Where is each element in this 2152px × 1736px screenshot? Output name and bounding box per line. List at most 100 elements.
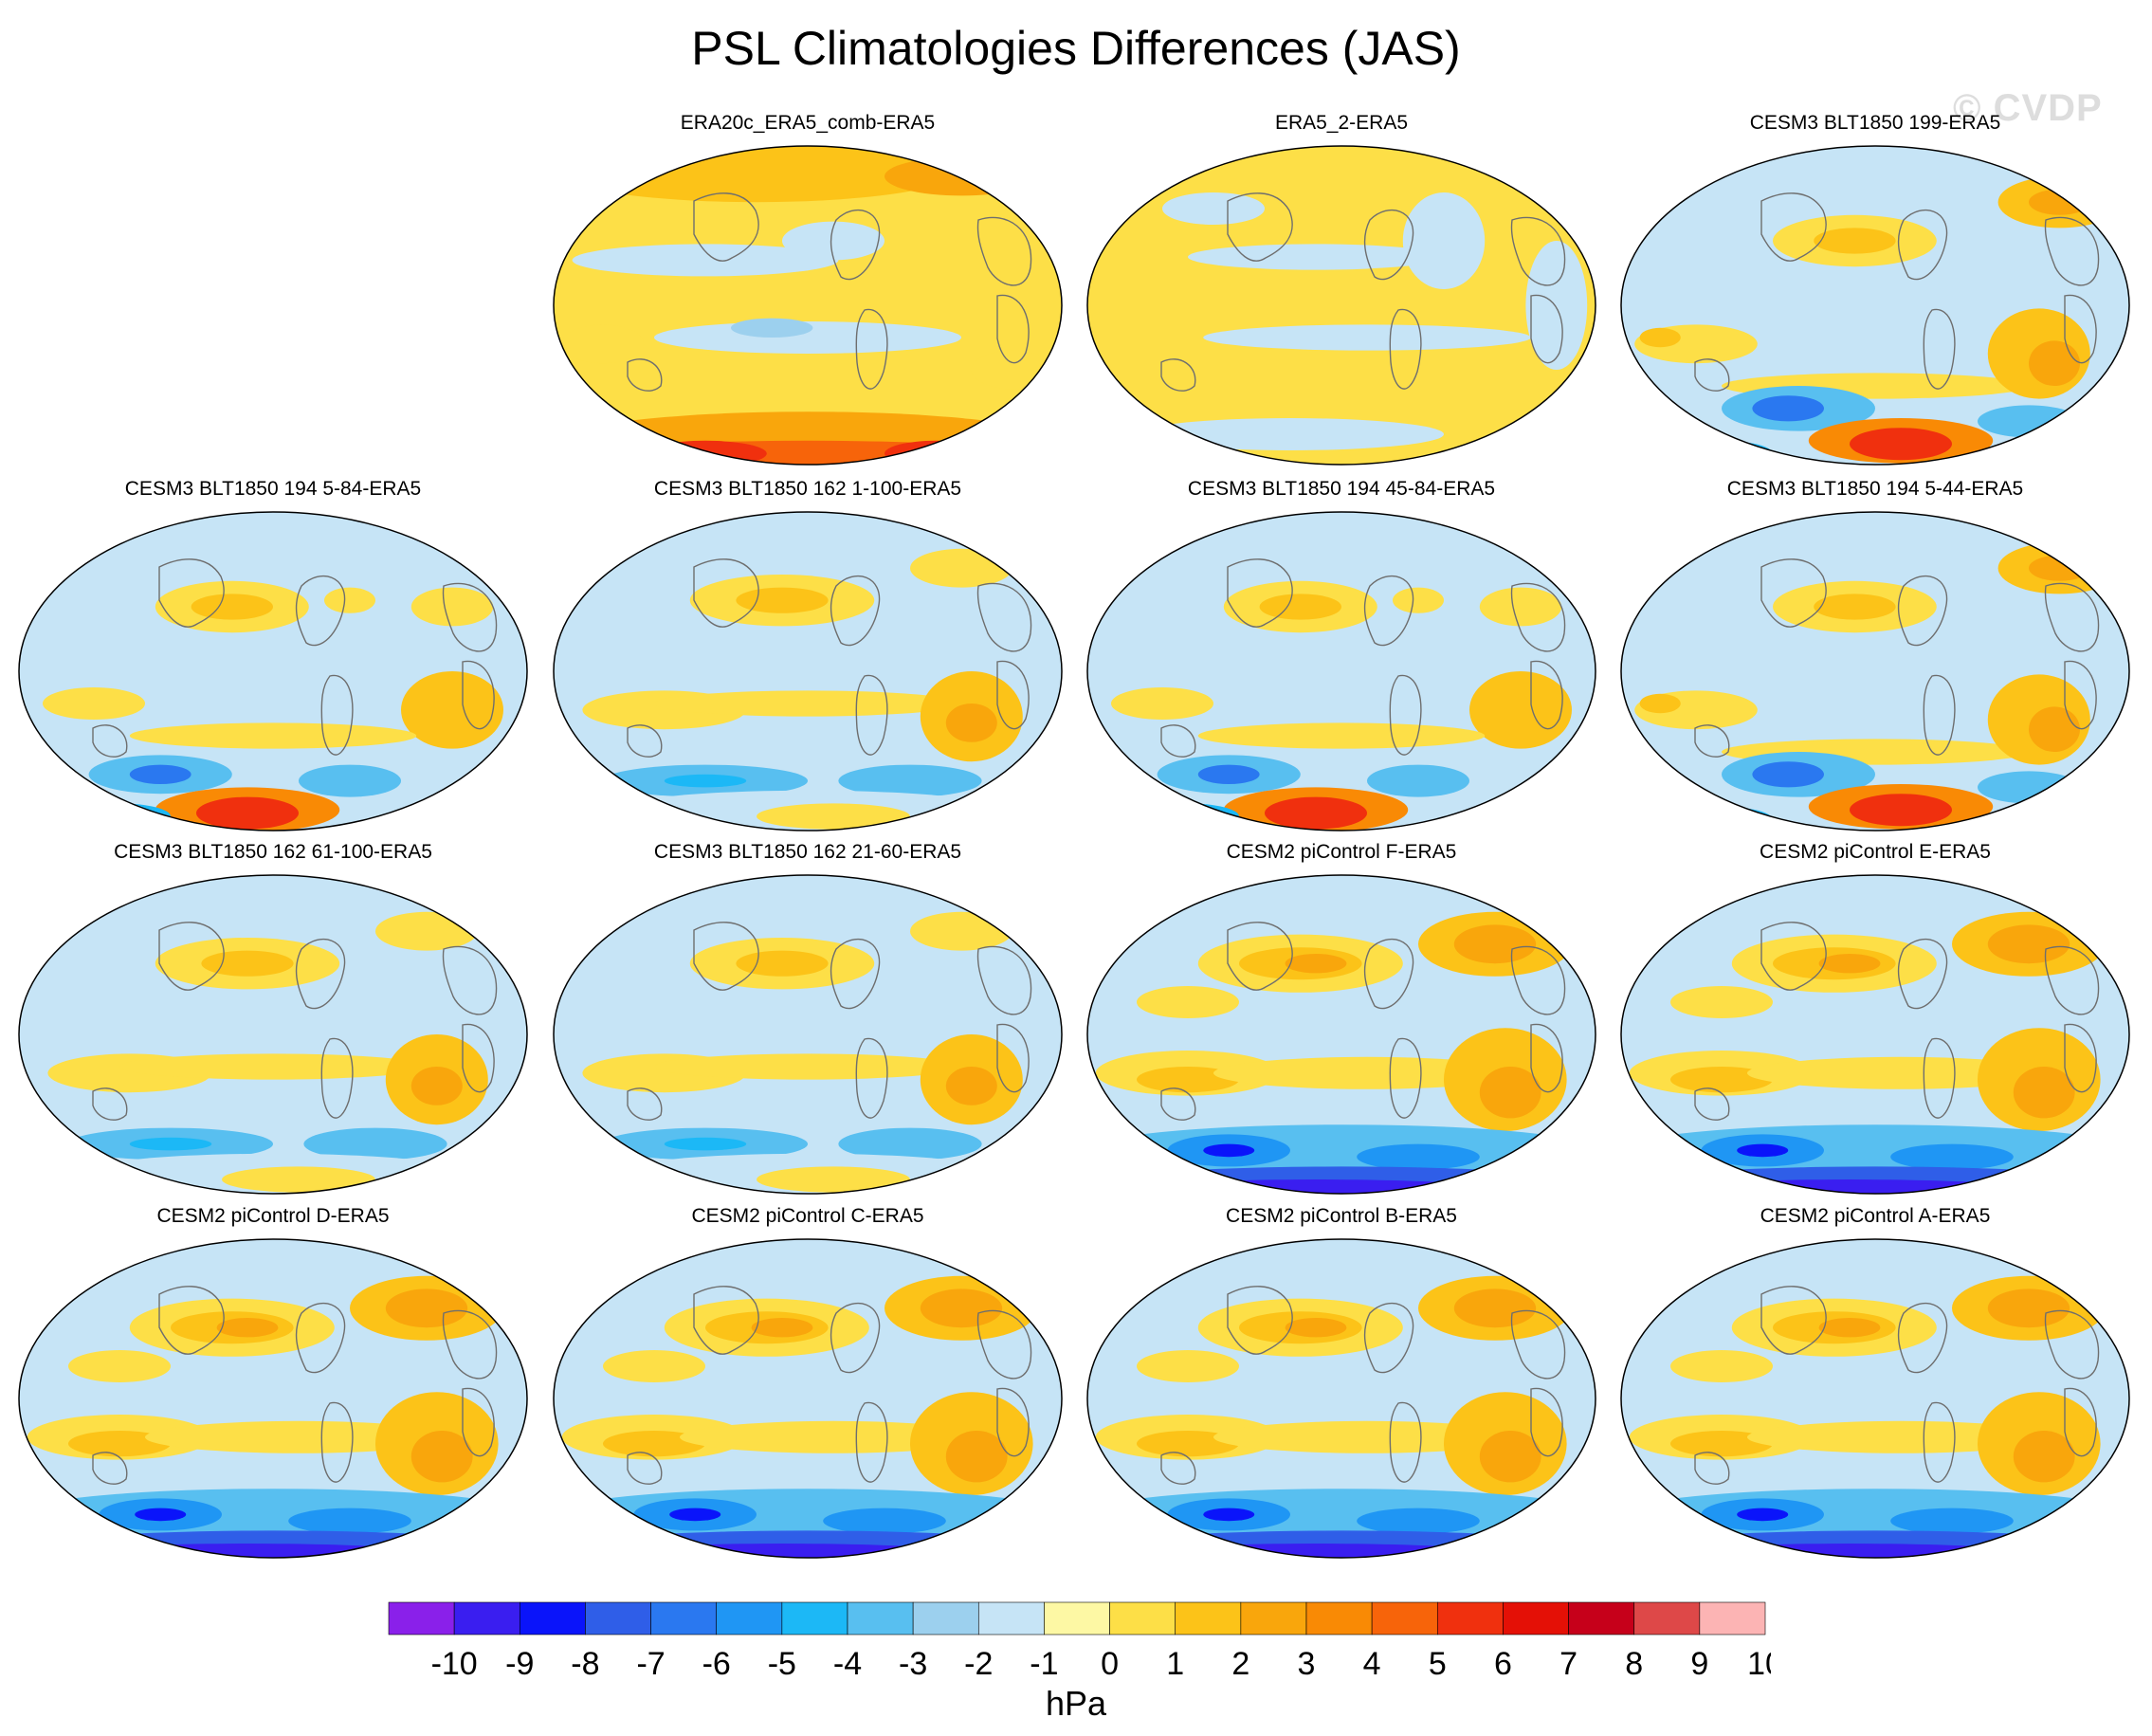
coastline	[1530, 660, 1563, 730]
anomaly-contour	[572, 244, 839, 277]
anomaly-contour	[910, 548, 1012, 588]
anomaly-contour	[1818, 1318, 1881, 1338]
map-border	[1086, 511, 1596, 831]
anomaly-contour	[385, 1288, 468, 1328]
panel-title: CESM2 piControl B-ERA5	[1226, 1205, 1457, 1227]
anomaly-contour	[1137, 418, 1444, 450]
coastline	[1227, 558, 1293, 628]
colorbar-tick-label: 9	[1690, 1646, 1708, 1682]
panel-title: CESM3 BLT1850 199-ERA5	[1749, 112, 2001, 134]
colorbar-swatch	[453, 1601, 520, 1635]
coastline	[2044, 945, 2100, 1015]
anomaly-contour	[1890, 1508, 2014, 1534]
coastline	[1510, 582, 1566, 652]
coastline	[1389, 1401, 1422, 1483]
anomaly-contour	[920, 1288, 1003, 1328]
coastline	[295, 1303, 346, 1374]
map-panel: CESM2 piControl C-ERA5	[542, 1205, 1073, 1575]
colorbar-swatch	[847, 1601, 914, 1635]
map-panel: CESM2 piControl F-ERA5	[1076, 841, 1607, 1211]
coastline	[1160, 358, 1196, 392]
colorbar-swatch	[1436, 1601, 1504, 1635]
map-border	[1620, 145, 2130, 466]
anomaly-contour	[1393, 587, 1444, 613]
coastline	[1363, 939, 1414, 1010]
anomaly-contour	[1890, 1143, 2014, 1170]
colorbar-tick-label: -10	[431, 1646, 478, 1682]
colorbar-swatch	[1699, 1601, 1766, 1635]
anomaly-contour	[751, 1318, 813, 1338]
anomaly-contour	[945, 1431, 1008, 1483]
coastline	[693, 192, 759, 262]
anomaly-contour	[1670, 986, 1773, 1018]
coastline	[976, 582, 1032, 652]
colorbar-tick-label: -5	[768, 1646, 796, 1682]
panel-title: ERA20c_ERA5_comb-ERA5	[680, 112, 936, 134]
panel-title: CESM2 piControl C-ERA5	[691, 1205, 924, 1227]
anomaly-contour	[1737, 1508, 1789, 1522]
coastline	[92, 724, 128, 758]
coastline	[976, 1309, 1032, 1380]
map-panel: CESM2 piControl A-ERA5	[1610, 1205, 2141, 1575]
colorbar-swatch	[1175, 1601, 1242, 1635]
anomaly-contour	[1670, 806, 1773, 831]
anomaly-contour	[191, 594, 273, 620]
coastline	[462, 660, 495, 730]
anomaly-contour	[838, 764, 982, 797]
coastline	[158, 922, 225, 991]
anomaly-contour	[201, 950, 294, 977]
map-border	[18, 1238, 528, 1559]
colorbar-tick-label: -3	[899, 1646, 927, 1682]
coastline	[1897, 576, 1948, 647]
anomaly-contour	[910, 911, 1012, 951]
anomaly-contour	[129, 1137, 212, 1151]
coastline	[1389, 1037, 1422, 1119]
anomaly-contour	[2013, 1067, 2075, 1119]
coastline	[1363, 1303, 1414, 1374]
coastline	[442, 582, 498, 652]
anomaly-contour	[1402, 192, 1486, 289]
coastline	[1530, 1387, 1563, 1457]
anomaly-contour	[410, 1431, 473, 1483]
coastline	[1363, 576, 1414, 647]
anomaly-contour	[1814, 594, 1896, 620]
coastline	[627, 1087, 663, 1121]
colorbar-swatch	[1371, 1601, 1438, 1635]
coastline	[627, 1452, 663, 1485]
anomaly-contour	[1213, 1056, 1521, 1089]
coastline	[1530, 294, 1563, 364]
map-border	[553, 145, 1063, 466]
panel-title: CESM2 piControl E-ERA5	[1760, 841, 1991, 863]
anomaly-contour	[1203, 1143, 1255, 1158]
anomaly-contour	[1747, 512, 2003, 537]
coastline	[1923, 1037, 1956, 1119]
anomaly-contour	[945, 704, 997, 742]
map-border	[1620, 1238, 2130, 1559]
coastline	[855, 1037, 888, 1119]
anomaly-contour	[838, 1127, 982, 1160]
anomaly-contour	[288, 1508, 411, 1534]
anomaly-contour	[603, 1350, 705, 1382]
anomaly-contour	[731, 318, 813, 338]
anomaly-contour	[1453, 1288, 1537, 1328]
colorbar-tick-label: -2	[964, 1646, 993, 1682]
anomaly-contour	[299, 764, 401, 797]
colorbar-tick-label: 1	[1166, 1646, 1184, 1682]
colorbar-tick-label: 3	[1298, 1646, 1316, 1682]
anomaly-contour	[823, 1508, 946, 1534]
anomaly-contour	[1137, 803, 1239, 830]
panel-title: CESM3 BLT1850 194 5-44-ERA5	[1726, 478, 2024, 500]
anomaly-contour	[644, 440, 767, 465]
anomaly-contour	[736, 587, 829, 613]
map-border	[1086, 1238, 1596, 1559]
anomaly-contour	[1737, 1143, 1789, 1158]
coastline	[830, 939, 881, 1010]
colorbar-tick-label: -1	[1030, 1646, 1058, 1682]
psl-difference-map	[1086, 511, 1596, 831]
anomaly-contour	[1479, 587, 1562, 627]
psl-difference-map	[1086, 145, 1596, 466]
coastline	[976, 216, 1032, 286]
map-panel: CESM3 BLT1850 162 1-100-ERA5	[542, 478, 1073, 848]
colorbar-tick-label: -9	[505, 1646, 534, 1682]
coastline	[2064, 1023, 2097, 1093]
